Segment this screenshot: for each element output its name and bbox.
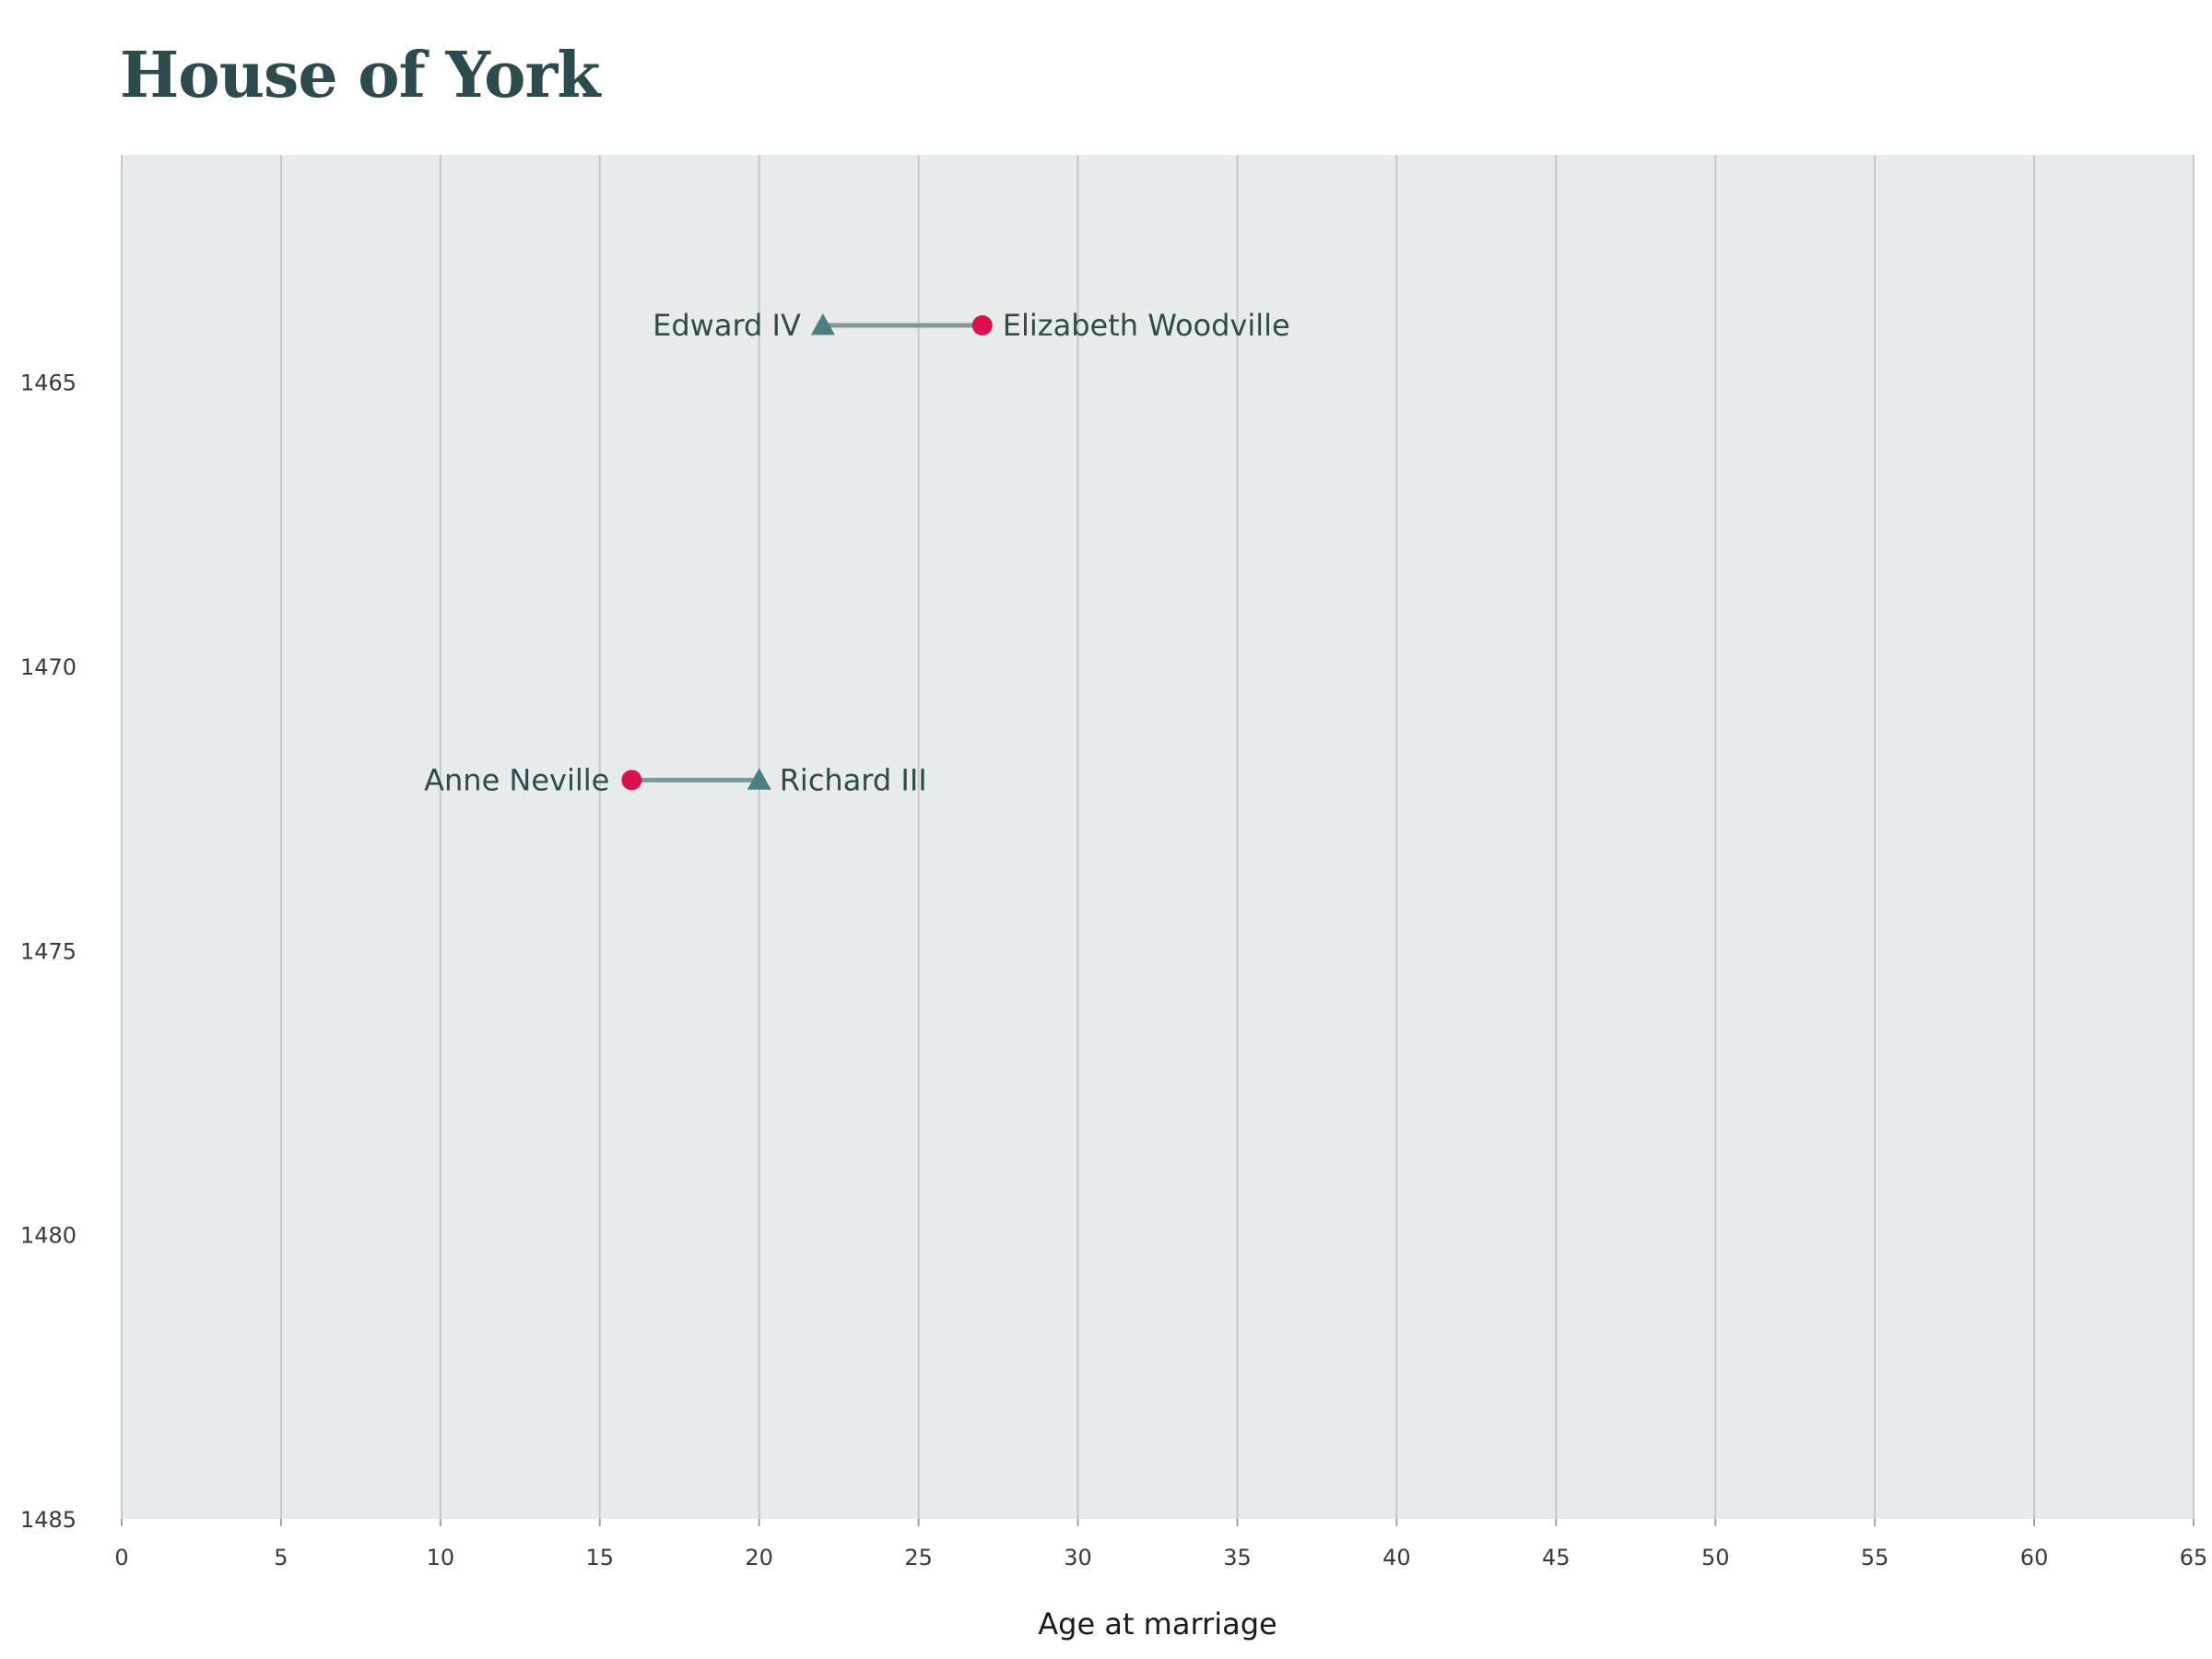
x-axis-ticks: 0 5 10 15 20 25 30 35 40 45 50 55 60 65 xyxy=(114,1519,2207,1571)
x-tick-label: 20 xyxy=(745,1545,773,1571)
queen-label: Elizabeth Woodville xyxy=(1003,308,1290,343)
x-tick-label: 55 xyxy=(1861,1545,1889,1571)
y-tick-label: 1475 xyxy=(20,938,76,964)
x-tick-label: 5 xyxy=(274,1545,288,1571)
y-tick-label: 1470 xyxy=(20,654,76,680)
king-label: Richard III xyxy=(780,762,927,797)
y-tick-label: 1480 xyxy=(20,1223,76,1249)
king-marker xyxy=(810,313,835,335)
x-tick-label: 45 xyxy=(1542,1545,1571,1571)
x-tick-label: 0 xyxy=(114,1545,128,1571)
data-marks: Edward IV Elizabeth Woodville Richard III A… xyxy=(424,308,1290,797)
y-tick-label: 1465 xyxy=(20,371,76,396)
queen-marker xyxy=(971,315,993,335)
x-axis-label: Age at marriage xyxy=(1038,1606,1277,1641)
gridlines xyxy=(121,155,2194,1519)
plot-background xyxy=(122,155,2194,1519)
x-tick-label: 10 xyxy=(427,1545,455,1571)
x-tick-label: 50 xyxy=(1701,1545,1730,1571)
x-tick-label: 30 xyxy=(1064,1545,1092,1571)
king-label: Edward IV xyxy=(653,308,801,343)
queen-marker xyxy=(621,770,642,791)
x-tick-label: 60 xyxy=(2020,1545,2049,1571)
y-axis-ticks: 1465 1470 1475 1480 1485 xyxy=(20,371,76,1533)
chart-title: House of York xyxy=(120,39,600,112)
x-tick-label: 40 xyxy=(1382,1545,1411,1571)
y-tick-label: 1485 xyxy=(20,1507,76,1533)
king-marker xyxy=(747,768,771,790)
x-tick-label: 25 xyxy=(904,1545,933,1571)
x-tick-label: 15 xyxy=(585,1545,614,1571)
queen-label: Anne Neville xyxy=(424,762,609,797)
x-tick-label: 65 xyxy=(2180,1545,2208,1571)
x-tick-label: 35 xyxy=(1223,1545,1252,1571)
